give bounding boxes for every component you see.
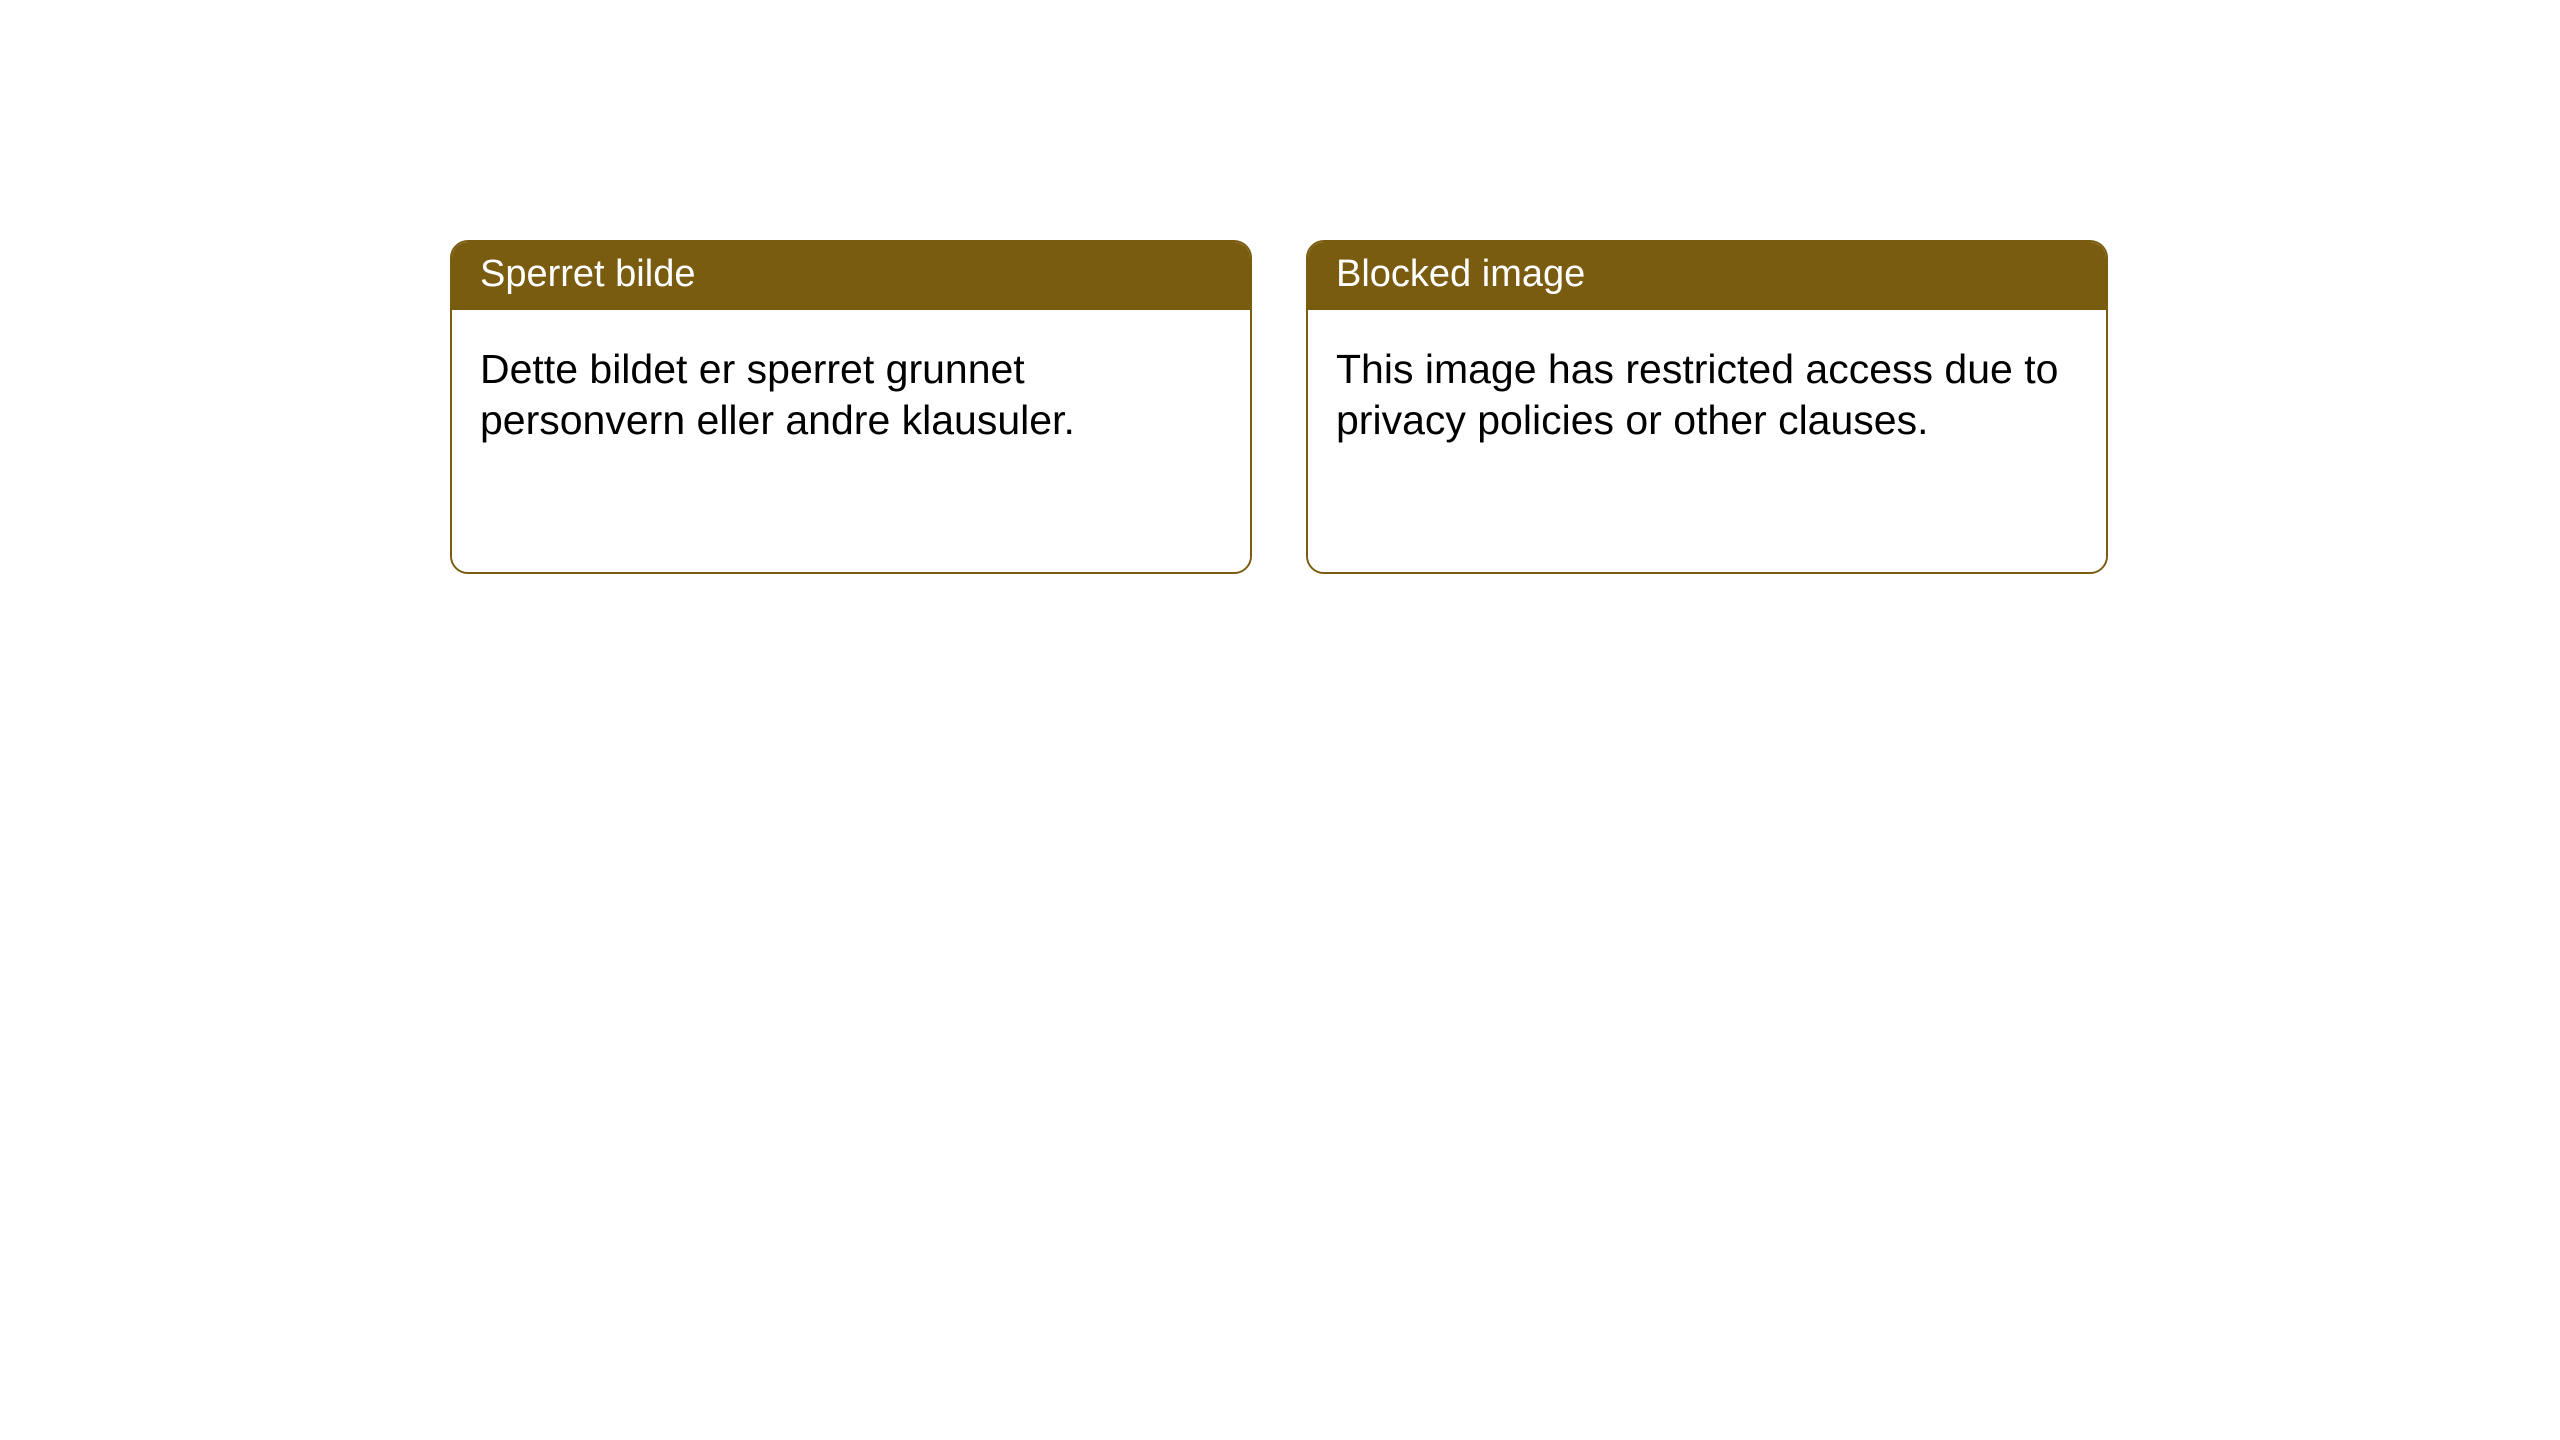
- notice-container: Sperret bilde Dette bildet er sperret gr…: [450, 240, 2108, 574]
- notice-header-english: Blocked image: [1308, 242, 2106, 310]
- notice-box-english: Blocked image This image has restricted …: [1306, 240, 2108, 574]
- notice-box-norwegian: Sperret bilde Dette bildet er sperret gr…: [450, 240, 1252, 574]
- notice-body-english: This image has restricted access due to …: [1308, 310, 2106, 572]
- notice-body-norwegian: Dette bildet er sperret grunnet personve…: [452, 310, 1250, 572]
- notice-header-norwegian: Sperret bilde: [452, 242, 1250, 310]
